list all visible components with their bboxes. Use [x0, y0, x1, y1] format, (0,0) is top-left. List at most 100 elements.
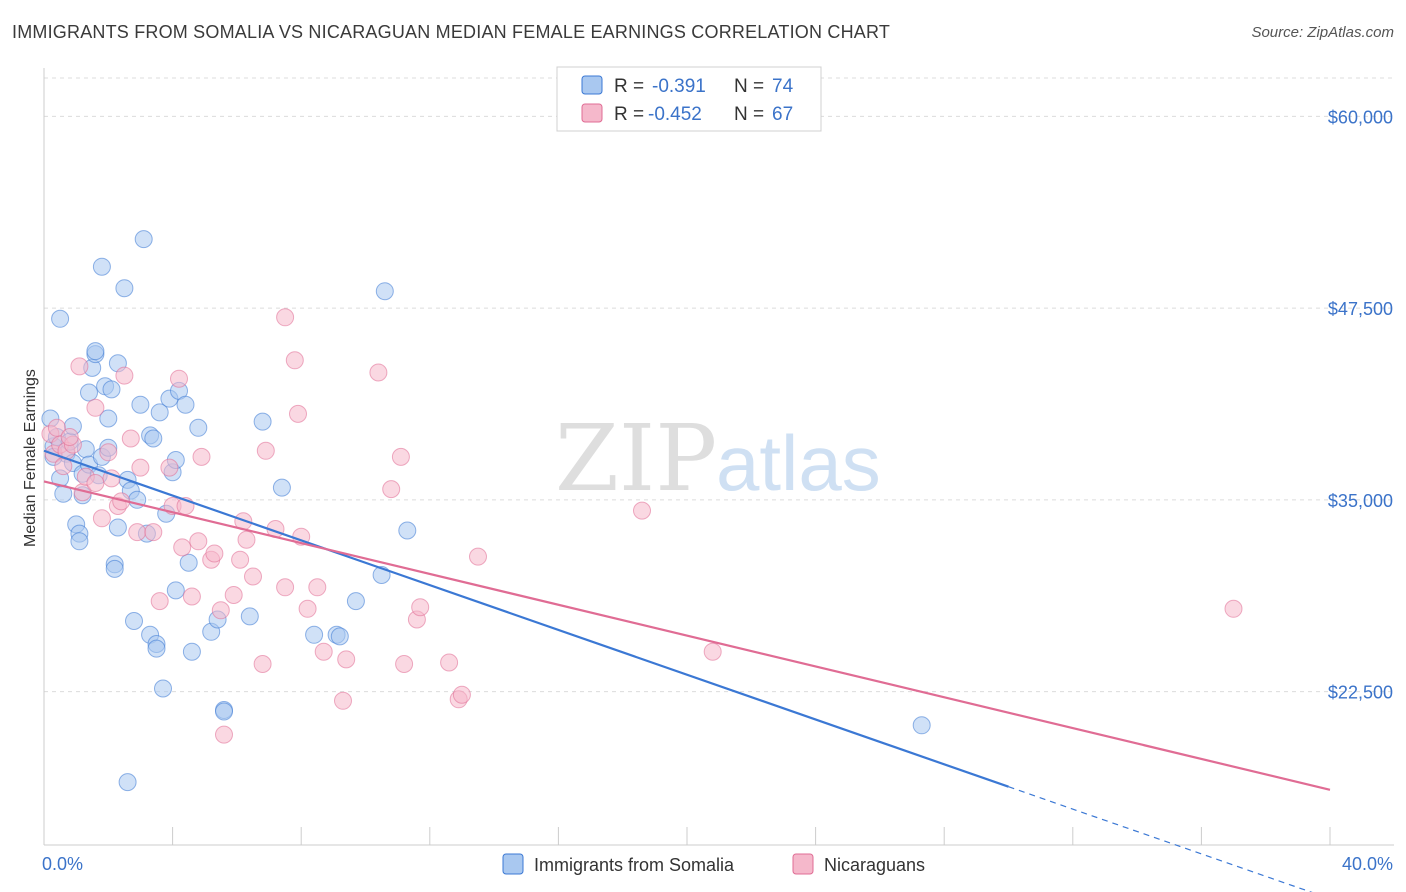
point-nicaraguans-13: [99, 443, 118, 462]
point-nicaraguans-42: [285, 351, 304, 370]
point-somalia-65: [346, 592, 365, 611]
point-somalia-61: [272, 478, 291, 497]
point-nicaraguans-19: [131, 458, 150, 477]
point-nicaraguans-64: [60, 428, 79, 446]
legend-r-value-2: -0.452: [648, 104, 702, 125]
point-nicaraguans-46: [308, 578, 327, 597]
point-nicaraguans-53: [395, 655, 414, 673]
point-nicaraguans-58: [452, 685, 471, 704]
point-somalia-21: [92, 257, 111, 276]
point-somalia-28: [105, 559, 124, 578]
point-somalia-36: [134, 230, 153, 249]
legend-n-value-1: 74: [772, 76, 794, 97]
point-somalia-43: [150, 403, 169, 422]
point-nicaraguans-25: [173, 538, 192, 557]
legend-swatch-nicaraguans: [581, 103, 603, 123]
point-somalia-64: [330, 627, 349, 646]
x-tick-label-1: 40.0%: [1342, 854, 1393, 874]
legend-n-label-2: N =: [734, 104, 764, 125]
point-somalia-53: [182, 642, 201, 661]
point-nicaraguans-32: [215, 725, 233, 744]
trend-lines: [43, 449, 1331, 892]
point-nicaraguans-18: [128, 523, 147, 542]
point-somalia-52: [179, 553, 198, 572]
point-nicaraguans-38: [256, 441, 275, 460]
bottom-legend-swatch-somalia: [502, 853, 524, 875]
y-axis-label: Median Female Earnings: [22, 369, 39, 547]
point-somalia-25: [99, 409, 118, 428]
point-somalia-40: [144, 429, 163, 448]
point-nicaraguans-26: [182, 587, 201, 606]
watermark-zip: ZIP: [555, 405, 717, 512]
point-somalia-19: [86, 342, 105, 361]
point-nicaraguans-16: [115, 366, 134, 385]
legend-r-label-1: R =: [614, 76, 644, 97]
point-nicaraguans-20: [144, 523, 163, 542]
point-nicaraguans-59: [469, 547, 487, 566]
point-nicaraguans-48: [334, 691, 352, 710]
point-somalia-59: [240, 607, 259, 626]
point-somalia-4: [51, 309, 70, 328]
point-nicaraguans-56: [440, 653, 459, 672]
point-nicaraguans-12: [92, 509, 111, 528]
y-tick-label-2: $47,500: [1328, 299, 1393, 319]
point-somalia-58: [215, 702, 233, 721]
point-nicaraguans-28: [192, 447, 211, 466]
point-nicaraguans-17: [121, 429, 140, 448]
point-somalia-35: [131, 395, 150, 414]
y-tick-labels: $22,500 $35,000 $47,500 $60,000: [1328, 107, 1393, 702]
point-nicaraguans-62: [1224, 599, 1243, 618]
point-nicaraguans-14: [102, 469, 121, 488]
point-somalia-54: [189, 418, 208, 437]
y-tick-label-3: $60,000: [1328, 107, 1393, 127]
source-label: Source: ZipAtlas.com: [1251, 24, 1394, 41]
point-somalia-29: [108, 518, 127, 537]
point-nicaraguans-30: [205, 544, 224, 563]
point-nicaraguans-49: [337, 650, 356, 669]
x-tick-labels: 0.0% 40.0%: [42, 854, 1393, 874]
point-somalia-48: [166, 581, 185, 600]
point-somalia-42: [147, 639, 166, 658]
point-somalia-12: [70, 532, 89, 551]
watermark: ZIP atlas: [555, 405, 881, 512]
point-nicaraguans-35: [237, 530, 256, 549]
point-nicaraguans-33: [231, 550, 250, 569]
point-nicaraguans-21: [150, 592, 169, 611]
point-nicaraguans-52: [391, 447, 410, 466]
trend-line-somalia: [43, 449, 1009, 788]
bottom-legend: Immigrants from Somalia Nicaraguans: [502, 853, 925, 875]
point-nicaraguans-40: [276, 578, 295, 597]
point-nicaraguans-24: [170, 369, 188, 388]
point-nicaraguans-37: [253, 655, 272, 673]
point-nicaraguans-41: [276, 308, 295, 327]
point-nicaraguans-36: [244, 567, 262, 586]
point-nicaraguans-47: [314, 642, 333, 661]
gridlines: [44, 77, 1394, 693]
point-somalia-67: [375, 282, 394, 301]
point-somalia-70: [118, 773, 137, 792]
legend-r-value-1: -0.391: [652, 76, 706, 97]
point-somalia-44: [154, 679, 172, 698]
point-nicaraguans-45: [298, 599, 317, 618]
data-points: [41, 230, 1243, 792]
y-tick-label-0: $22,500: [1328, 683, 1393, 703]
legend-swatch-somalia: [581, 75, 603, 95]
point-nicaraguans-55: [411, 598, 430, 617]
watermark-atlas: atlas: [716, 419, 881, 507]
point-somalia-31: [115, 279, 134, 298]
bottom-legend-label-nicaraguans: Nicaraguans: [824, 855, 925, 875]
point-nicaraguans-27: [189, 532, 208, 551]
point-nicaraguans-7: [70, 357, 89, 376]
point-somalia-51: [176, 395, 195, 414]
y-tick-label-1: $35,000: [1328, 491, 1393, 511]
bottom-legend-swatch-nicaraguans: [792, 853, 814, 875]
trend-line-nicaraguans: [43, 480, 1331, 791]
point-somalia-62: [305, 625, 324, 644]
legend-n-label-1: N =: [734, 76, 764, 97]
trend-line-extension-somalia: [1008, 786, 1313, 892]
point-nicaraguans-61: [703, 642, 722, 661]
point-somalia-68: [398, 521, 417, 540]
point-somalia-69: [912, 716, 931, 735]
chart-title: IMMIGRANTS FROM SOMALIA VS NICARAGUAN ME…: [12, 22, 891, 42]
